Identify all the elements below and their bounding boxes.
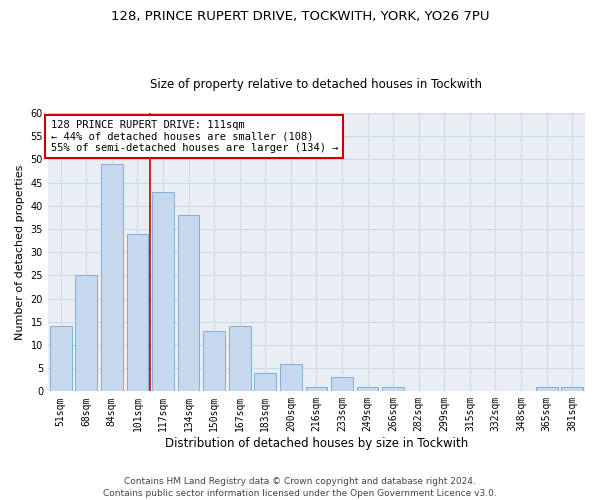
Bar [127,234,148,392]
Text: 128, PRINCE RUPERT DRIVE, TOCKWITH, YORK, YO26 7PU: 128, PRINCE RUPERT DRIVE, TOCKWITH, YORK… [111,10,489,23]
Bar [357,386,379,392]
Y-axis label: Number of detached properties: Number of detached properties [15,164,25,340]
Bar [280,364,302,392]
Bar [101,164,123,392]
Bar [76,276,97,392]
Text: Contains HM Land Registry data © Crown copyright and database right 2024.
Contai: Contains HM Land Registry data © Crown c… [103,476,497,498]
Bar [152,192,174,392]
Title: Size of property relative to detached houses in Tockwith: Size of property relative to detached ho… [151,78,482,91]
Bar [203,331,225,392]
Bar [536,386,557,392]
Bar [331,378,353,392]
Bar [50,326,71,392]
Text: 128 PRINCE RUPERT DRIVE: 111sqm
← 44% of detached houses are smaller (108)
55% o: 128 PRINCE RUPERT DRIVE: 111sqm ← 44% of… [50,120,338,153]
Bar [254,373,276,392]
X-axis label: Distribution of detached houses by size in Tockwith: Distribution of detached houses by size … [165,437,468,450]
Bar [382,386,404,392]
Bar [229,326,251,392]
Bar [305,386,328,392]
Bar [562,386,583,392]
Bar [178,215,199,392]
